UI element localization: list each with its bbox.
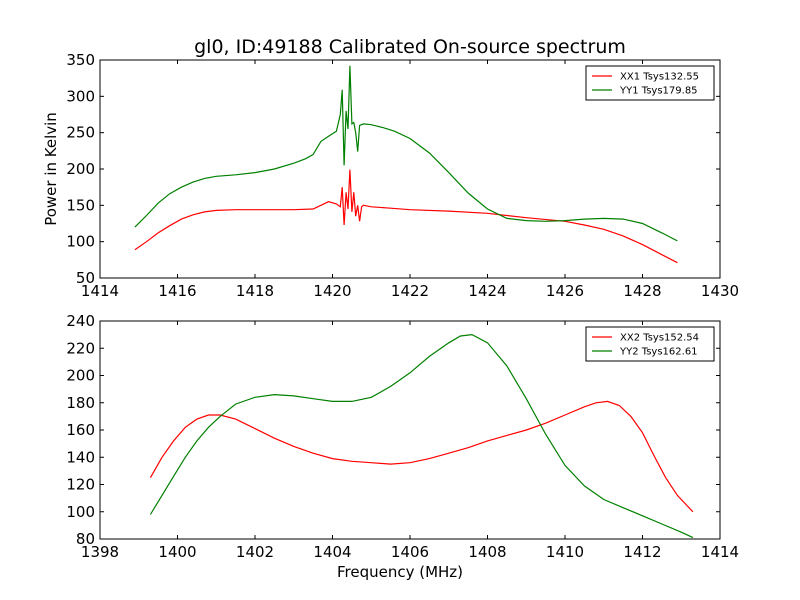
y-tick-label: 240 xyxy=(66,312,95,330)
series-line-xx1 xyxy=(134,169,678,264)
x-axis-label: Frequency (MHz) xyxy=(337,563,463,581)
x-tick-label: 1414 xyxy=(81,282,119,300)
y-tick-label: 120 xyxy=(66,476,95,494)
x-tick-label: 1424 xyxy=(468,282,506,300)
x-tick-label: 1428 xyxy=(623,282,661,300)
legend-entry: YY1 Tsys179.85 xyxy=(619,86,698,97)
legend-entry: YY2 Tsys162.61 xyxy=(619,347,698,358)
x-tick-label: 1414 xyxy=(701,543,739,561)
y-tick-label: 150 xyxy=(66,196,95,214)
legend: XX2 Tsys152.54 YY2 Tsys162.61 xyxy=(585,326,715,362)
x-tick-label: 1406 xyxy=(391,543,429,561)
x-tick-label: 1404 xyxy=(313,543,351,561)
y-tick-label: 200 xyxy=(66,367,95,385)
y-tick-label: 350 xyxy=(66,51,95,69)
x-tick-label: 1402 xyxy=(236,543,274,561)
y-axis-label: Power in Kelvin xyxy=(42,112,60,226)
chart-title: gl0, ID:49188 Calibrated On-source spect… xyxy=(194,36,626,58)
x-tick-label: 1400 xyxy=(158,543,196,561)
y-tick-label: 100 xyxy=(66,503,95,521)
bottom-chart-panel: 1398 1400 1402 1404 1406 1408 1410 1412 1414 80 10… xyxy=(66,312,739,581)
legend-entry: XX2 Tsys152.54 xyxy=(620,333,699,344)
y-tick-label: 140 xyxy=(66,448,95,466)
y-tick-label: 80 xyxy=(76,530,95,548)
y-tick-label: 250 xyxy=(66,124,95,142)
y-tick-label: 300 xyxy=(66,87,95,105)
top-chart-panel: 1414 1416 1418 1420 1422 1424 1426 1428 1430 50 10… xyxy=(42,51,739,300)
x-tick-label: 1416 xyxy=(158,282,196,300)
x-tick-label: 1418 xyxy=(236,282,274,300)
y-tick-label: 200 xyxy=(66,160,95,178)
x-tick-label: 1398 xyxy=(81,543,119,561)
y-tick-label: 50 xyxy=(76,269,95,287)
x-tick-label: 1430 xyxy=(701,282,739,300)
series-line-yy2 xyxy=(149,333,694,539)
y-tick-label: 180 xyxy=(66,394,95,412)
x-tick-label: 1422 xyxy=(391,282,429,300)
x-tick-label: 1408 xyxy=(468,543,506,561)
x-tick-label: 1420 xyxy=(313,282,351,300)
x-tick-label: 1426 xyxy=(546,282,584,300)
x-tick-label: 1412 xyxy=(623,543,661,561)
legend-box xyxy=(585,65,715,101)
series-line-yy1 xyxy=(134,65,678,242)
legend: XX1 Tsys132.55 YY1 Tsys179.85 xyxy=(585,65,715,101)
y-tick-label: 160 xyxy=(66,421,95,439)
y-tick-label: 100 xyxy=(66,233,95,251)
legend-box xyxy=(585,326,715,362)
legend-entry: XX1 Tsys132.55 xyxy=(620,72,699,83)
x-tick-label: 1410 xyxy=(546,543,584,561)
y-tick-label: 220 xyxy=(66,339,95,357)
series-line-xx2 xyxy=(149,400,694,513)
